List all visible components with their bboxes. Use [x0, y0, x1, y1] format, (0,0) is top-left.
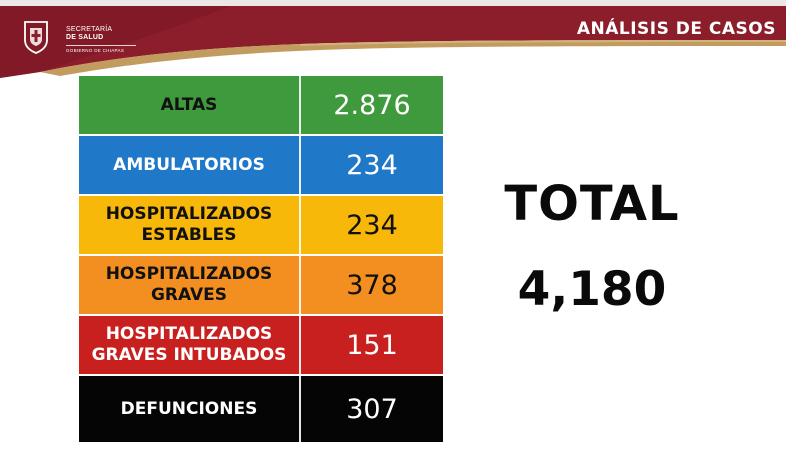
table-row-defunciones: DEFUNCIONES 307 [79, 376, 443, 442]
table-row-graves-intubados: HOSPITALIZADOS GRAVES INTUBADOS 151 [79, 316, 443, 376]
cases-table: ALTAS 2.876 AMBULATORIOS 234 HOSPITALIZA… [79, 76, 443, 442]
logo-line-1: SECRETARÍA [66, 26, 113, 33]
row-value: 2.876 [333, 89, 411, 121]
row-value: 234 [346, 149, 398, 181]
logo-line-3: GOBIERNO DE CHIAPAS [66, 48, 125, 53]
row-value: 151 [346, 329, 398, 361]
total-value: 4,180 [517, 262, 667, 317]
table-row-ambulatorios: AMBULATORIOS 234 [79, 136, 443, 196]
row-label: AMBULATORIOS [79, 136, 301, 194]
header-banner: SECRETARÍA DE SALUD GOBIERNO DE CHIAPAS … [0, 6, 786, 78]
page-title: ANÁLISIS DE CASOS [576, 19, 776, 39]
row-value: 307 [346, 393, 398, 425]
logo-text: SECRETARÍA DE SALUD GOBIERNO DE CHIAPAS [66, 26, 124, 53]
logo-line-2: DE SALUD [66, 34, 104, 41]
coat-of-arms-icon [24, 21, 48, 54]
table-row-hospitalizados-graves: HOSPITALIZADOS GRAVES 378 [79, 256, 443, 316]
secretaria-salud-logo: SECRETARÍA DE SALUD GOBIERNO DE CHIAPAS [22, 20, 142, 66]
row-label: ALTAS [79, 76, 301, 134]
row-label: HOSPITALIZADOS GRAVES INTUBADOS [79, 316, 301, 374]
row-value: 234 [346, 209, 398, 241]
top-strip [0, 0, 786, 6]
table-row-altas: ALTAS 2.876 [79, 76, 443, 136]
logo-divider [66, 45, 136, 46]
row-label: HOSPITALIZADOS ESTABLES [79, 196, 301, 254]
row-label: DEFUNCIONES [79, 376, 301, 442]
row-value: 378 [346, 269, 398, 301]
total-label: TOTAL [504, 176, 680, 232]
header-band-graphic [0, 6, 786, 78]
row-label: HOSPITALIZADOS GRAVES [79, 256, 301, 314]
table-row-hospitalizados-estables: HOSPITALIZADOS ESTABLES 234 [79, 196, 443, 256]
